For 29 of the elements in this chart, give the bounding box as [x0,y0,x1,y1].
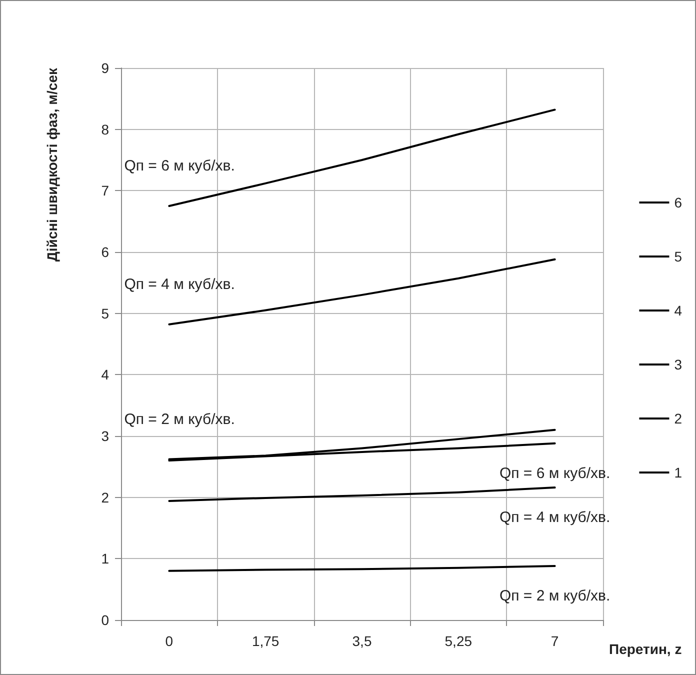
y-tick-label: 9 [101,60,110,76]
y-tick-label: 5 [101,305,110,322]
y-tick-label: 1 [101,550,110,567]
y-tick-label: 6 [101,244,110,260]
legend-label: 6 [674,194,682,210]
y-tick-label: 4 [101,366,110,383]
x-tick-label: 3,5 [352,633,372,649]
x-tick-label: 5,25 [444,633,472,649]
legend-label: 4 [674,302,682,318]
y-axis-title: Дійсні швидкості фаз, м/сек [44,67,60,262]
legend-label: 3 [674,356,682,372]
y-tick-label: 7 [101,182,110,199]
annotation: Qп = 4 м куб/хв. [499,509,610,526]
annotation: Qп = 2 м куб/хв. [499,588,610,605]
annotation: Qп = 4 м куб/хв. [124,276,235,293]
legend-label: 5 [674,248,682,264]
y-tick-label: 3 [101,428,110,444]
annotation: Qп = 6 м куб/хв. [499,464,610,482]
y-tick-label: 8 [101,121,110,138]
legend-label: 2 [674,410,682,426]
y-tick-label: 0 [101,612,110,628]
x-tick-label: 1,75 [252,633,280,649]
legend-label: 1 [674,464,682,480]
y-tick-label: 2 [101,489,110,506]
x-axis-title: Перетин, z [609,641,682,657]
annotation: Qп = 2 м куб/хв. [124,410,235,428]
x-tick-label: 0 [165,633,174,649]
annotation: Qп = 6 м куб/хв. [124,158,235,174]
x-tick-label: 7 [550,633,559,649]
